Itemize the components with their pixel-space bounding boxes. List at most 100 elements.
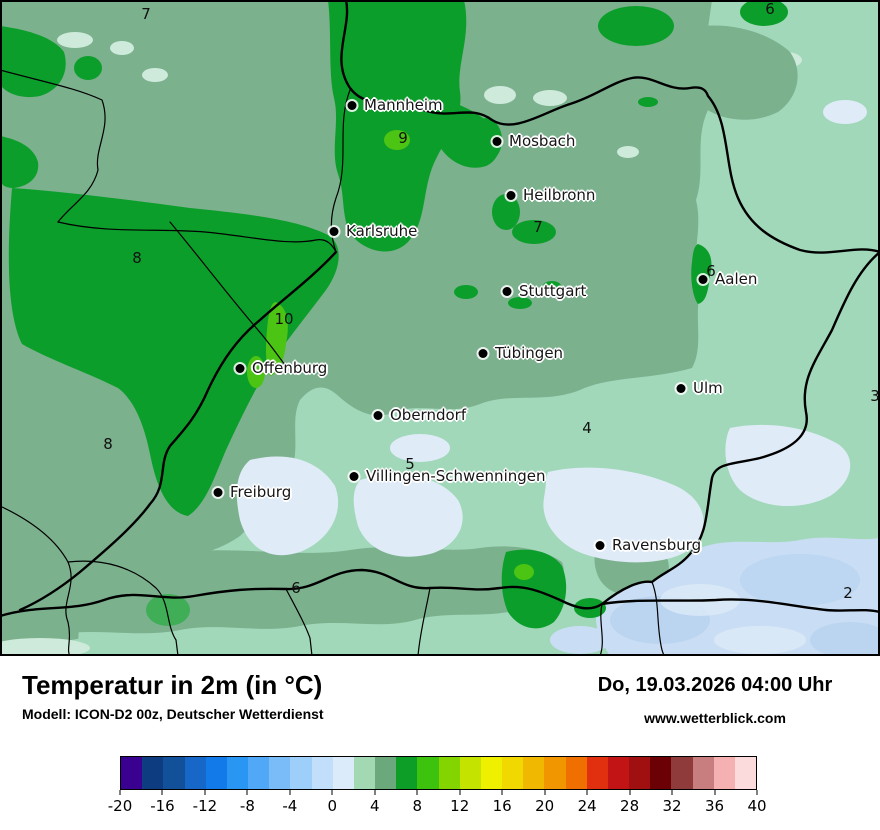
sage-patch-layer (0, 25, 798, 656)
colorbar-tick-mark (289, 790, 291, 795)
city-marker-oberndorf: Oberndorf (373, 406, 467, 424)
paleblue-patch-layer (236, 100, 867, 563)
darkgreen-region-layer (0, 0, 788, 629)
colorbar-cell (353, 757, 376, 789)
colorbar-tick-mark (586, 790, 588, 795)
district-border-lines (0, 69, 665, 656)
city-label: Ulm (693, 379, 723, 397)
colorbar-cell (713, 757, 735, 789)
colorbar-tick-labels: -20 -16 -12 -8 -4 0 4 8 12 16 20 24 28 32 36 40 (108, 795, 767, 815)
city-marker-mosbach: Mosbach (492, 132, 575, 150)
colorbar-tick-label: 12 (450, 797, 470, 815)
caption-bar: Temperatur in 2m (in °C) Modell: ICON-D2… (0, 656, 880, 830)
city-dot-icon (595, 540, 605, 550)
colorbar-cell (205, 757, 227, 789)
colorbar-tick-label: 8 (412, 797, 423, 815)
temperature-map-canvas (0, 0, 880, 656)
city-label: Karlsruhe (346, 222, 418, 240)
colorbar-cell (734, 757, 757, 789)
colorbar-cell (375, 757, 397, 789)
colorbar-tick-label: -4 (282, 797, 298, 815)
city-marker-ravensburg: Ravensburg (595, 536, 701, 554)
temp-value-label: 6 (765, 0, 775, 18)
map-label-layer: Mannheim Mosbach Heilbronn Karlsruhe Stuttga… (103, 0, 880, 602)
colorbar-cell (269, 757, 291, 789)
colorbar-cell (565, 757, 587, 789)
colorbar-tick-label: -8 (239, 797, 255, 815)
colorbar-gradient (120, 756, 757, 790)
colorbar-cell (523, 757, 545, 789)
colorbar-cell (184, 757, 206, 789)
colorbar-cell (586, 757, 608, 789)
city-marker-heilbronn: Heilbronn (506, 186, 596, 204)
colorbar-cell (226, 757, 249, 789)
temp-value-label: 4 (582, 419, 592, 437)
colorbar-tick-marks (119, 790, 758, 795)
city-marker-ulm: Ulm (676, 379, 723, 397)
city-dot-icon (347, 100, 357, 110)
colorbar-cell (290, 757, 312, 789)
colorbar-tick-mark (501, 790, 503, 795)
colorbar-cell (459, 757, 481, 789)
temp-value-label: 9 (398, 129, 408, 147)
colorbar-cell (163, 757, 185, 789)
city-dot-icon (698, 274, 708, 284)
colorbar-cell (607, 757, 630, 789)
city-dot-icon (502, 286, 512, 296)
city-dot-icon (213, 487, 223, 497)
city-marker-aalen: Aalen (698, 270, 758, 288)
colorbar-cell (502, 757, 524, 789)
colorbar-tick-mark (544, 790, 546, 795)
colorbar-tick-label: 16 (492, 797, 512, 815)
border-lines-layer (0, 0, 880, 656)
colorbar-tick-label: 32 (662, 797, 682, 815)
colorbar-cell (692, 757, 714, 789)
colorbar-tick-mark (629, 790, 631, 795)
colorbar-cell (121, 757, 143, 789)
temp-value-label: 7 (533, 218, 543, 236)
city-dot-icon (373, 410, 383, 420)
colorbar-cell (332, 757, 354, 789)
colorbar-tick-label: -20 (107, 797, 133, 815)
colorbar-tick-label: 36 (704, 797, 725, 815)
colorbar-cell (671, 757, 693, 789)
city-dot-icon (349, 471, 359, 481)
colorbar-cell (142, 757, 164, 789)
city-marker-mannheim: Mannheim (347, 96, 443, 114)
colorbar-tick-label: 28 (620, 797, 640, 815)
city-marker-t-bingen: Tübingen (478, 344, 563, 362)
city-dot-icon (478, 348, 488, 358)
colorbar-tick-mark (714, 790, 716, 795)
temp-value-label: 8 (103, 435, 113, 453)
colorbar-tick-label: -16 (150, 797, 175, 815)
valid-datetime: Do, 19.03.2026 04:00 Uhr (597, 674, 833, 696)
brightgreen-accent-layer (247, 130, 534, 580)
city-marker-karlsruhe: Karlsruhe (329, 222, 418, 240)
city-label: Mannheim (364, 96, 443, 114)
colorbar-cell (311, 757, 333, 789)
city-label: Heilbronn (523, 186, 596, 204)
colorbar-tick-mark (161, 790, 163, 795)
colorbar-cell (417, 757, 439, 789)
colorbar-tick-mark (204, 790, 206, 795)
model-info: Modell: ICON-D2 00z, Deutscher Wetterdie… (22, 706, 324, 722)
colorbar-tick-mark (459, 790, 461, 795)
city-label: Freiburg (230, 483, 292, 501)
colorbar-cell (480, 757, 503, 789)
website-url: www.wetterblick.com (644, 710, 786, 726)
colorbar-tick-label: -12 (192, 797, 218, 815)
temp-value-label: 8 (132, 249, 142, 267)
colorbar-cell (544, 757, 566, 789)
city-label: Aalen (715, 270, 758, 288)
colorbar-tick-mark (416, 790, 418, 795)
temp-value-label: 6 (291, 579, 301, 597)
colorbar-tick-label: 4 (370, 797, 380, 815)
colorbar-tick-label: 24 (577, 797, 597, 815)
colorbar-tick-mark (331, 790, 333, 795)
city-label: Offenburg (252, 359, 328, 377)
temp-value-label: 3 (870, 387, 880, 405)
colorbar-cell (650, 757, 672, 789)
colorbar-cell (396, 757, 418, 789)
colorbar-tick-mark (374, 790, 376, 795)
city-label: Oberndorf (390, 406, 467, 424)
